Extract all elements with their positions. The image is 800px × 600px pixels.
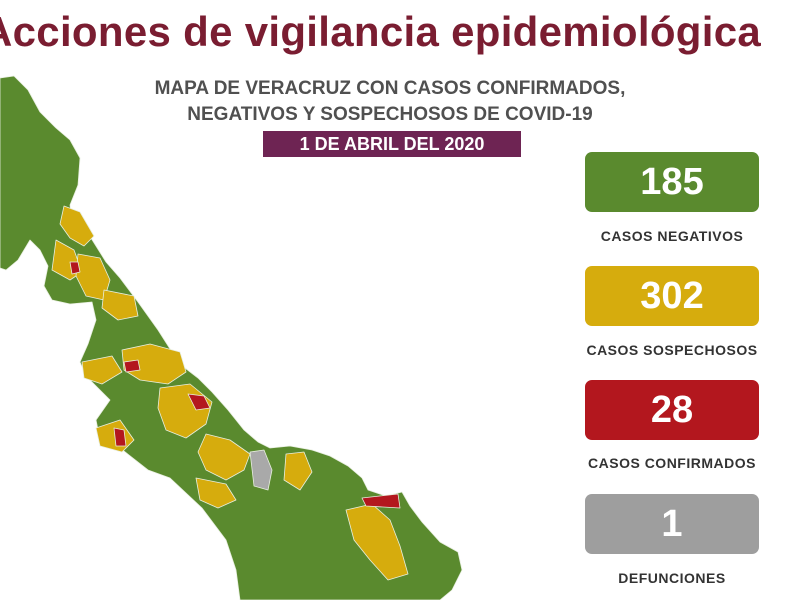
- map-subtitle: MAPA DE VERACRUZ CON CASOS CONFIRMADOS, …: [90, 76, 690, 128]
- negative-cases-label: CASOS NEGATIVOS: [600, 228, 744, 244]
- suspected-cases-count: 302: [585, 266, 759, 326]
- deaths-label: DEFUNCIONES: [618, 570, 726, 586]
- confirmed-cases-label: CASOS CONFIRMADOS: [588, 455, 756, 471]
- date-badge: 1 DE ABRIL DEL 2020: [263, 131, 521, 157]
- suspected-cases-label: CASOS SOSPECHOSOS: [586, 342, 758, 358]
- confirmed-municipalities: [69, 261, 401, 509]
- confirmed-cases-count: 28: [585, 380, 759, 440]
- death-municipality: [249, 449, 273, 491]
- deaths-count: 1: [585, 494, 759, 554]
- page-title: Acciones de vigilancia epidemiológica: [0, 8, 762, 55]
- veracruz-state-shape: [0, 75, 463, 600]
- negative-cases-count: 185: [585, 152, 759, 212]
- subtitle-line-1: MAPA DE VERACRUZ CON CASOS CONFIRMADOS,: [154, 78, 626, 99]
- veracruz-map: [0, 75, 463, 600]
- subtitle-line-2: NEGATIVOS Y SOSPECHOSOS DE COVID-19: [187, 104, 593, 125]
